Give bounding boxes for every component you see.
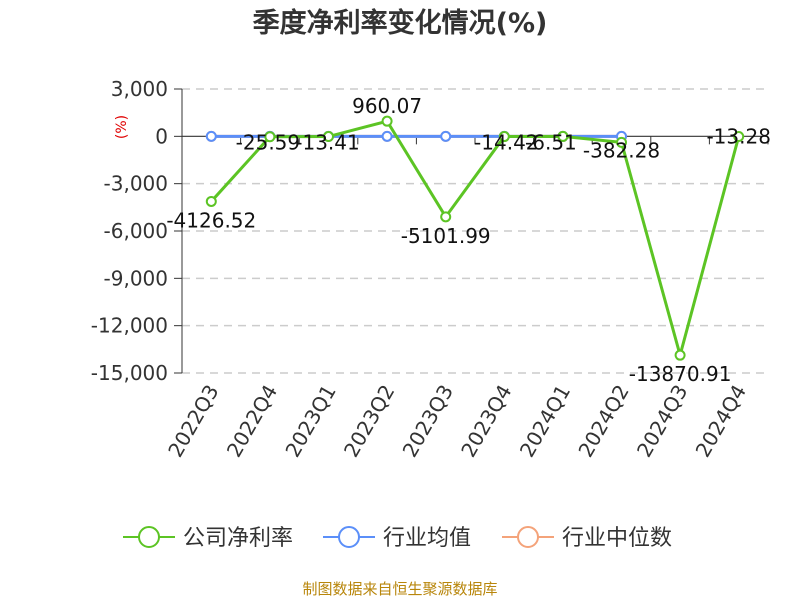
data-point bbox=[498, 131, 510, 143]
x-tick-label: 2023Q3 bbox=[398, 381, 458, 462]
series-line bbox=[210, 119, 741, 361]
data-point bbox=[440, 130, 452, 142]
legend-marker bbox=[138, 526, 160, 548]
y-tick-label: -6,000 bbox=[104, 219, 168, 243]
data-point bbox=[205, 195, 217, 207]
y-tick-label: -9,000 bbox=[104, 266, 168, 290]
data-point bbox=[557, 130, 569, 142]
data-point bbox=[264, 131, 276, 143]
legend-marker bbox=[338, 526, 360, 548]
data-point bbox=[381, 115, 393, 127]
x-tick-label: 2024Q2 bbox=[573, 381, 633, 462]
x-tick-label: 2023Q1 bbox=[280, 381, 340, 462]
data-label: -13.41 bbox=[295, 131, 359, 155]
chart-title: 季度净利率变化情况(%) bbox=[253, 7, 548, 39]
x-tick-label: 2023Q4 bbox=[456, 381, 516, 462]
data-labels: -4126.52 -25.59-13.41 960.07 -5101.99 -14.42… bbox=[166, 94, 771, 386]
data-label: -5101.99 bbox=[401, 224, 491, 248]
legend-label: 行业中位数 bbox=[562, 526, 672, 551]
x-tick-label: 2022Q4 bbox=[222, 381, 282, 462]
series-layer bbox=[205, 115, 745, 361]
data-label: -13.28 bbox=[706, 125, 770, 149]
x-axis: 2022Q32022Q42023Q12023Q22023Q32023Q42024… bbox=[163, 135, 769, 462]
x-tick-label: 2022Q3 bbox=[163, 381, 223, 462]
legend-label: 公司净利率 bbox=[183, 526, 293, 551]
y-tick-label: 3,000 bbox=[111, 77, 168, 101]
data-point bbox=[616, 136, 627, 148]
data-label: -4126.52 bbox=[166, 208, 256, 232]
y-tick-label: 0 bbox=[155, 124, 168, 148]
y-unit-label: (%) bbox=[114, 115, 130, 139]
data-point bbox=[205, 130, 217, 142]
legend: 公司净利率 行业均值 行业中位数 bbox=[123, 526, 672, 551]
x-tick-label: 2024Q4 bbox=[691, 381, 751, 462]
data-point bbox=[733, 131, 745, 143]
data-point bbox=[323, 131, 334, 143]
data-label: -382.28 bbox=[583, 138, 660, 162]
legend-label: 行业均值 bbox=[383, 526, 471, 551]
x-tick-label: 2024Q3 bbox=[632, 381, 692, 462]
data-point bbox=[674, 349, 686, 361]
y-tick-label: -3,000 bbox=[104, 172, 168, 196]
data-label: -6.51 bbox=[525, 130, 577, 154]
y-axis: 3,000 0 -3,000 -6,000 -9,000 -12,000 -15,000 (%… bbox=[91, 77, 183, 385]
y-tick-label: -12,000 bbox=[91, 314, 168, 338]
source-note: 制图数据来自恒生聚源数据库 bbox=[302, 580, 497, 598]
data-label: -25.59 bbox=[236, 131, 300, 155]
data-label: -14.42 bbox=[474, 131, 538, 155]
x-tick-label: 2024Q1 bbox=[515, 381, 575, 462]
y-tick-label: -15,000 bbox=[91, 361, 168, 385]
data-point bbox=[381, 130, 393, 142]
legend-marker bbox=[517, 526, 539, 548]
data-label: -13870.91 bbox=[629, 362, 732, 386]
x-tick-label: 2023Q2 bbox=[339, 381, 399, 462]
data-label: 960.07 bbox=[352, 94, 422, 118]
data-point bbox=[440, 211, 452, 223]
